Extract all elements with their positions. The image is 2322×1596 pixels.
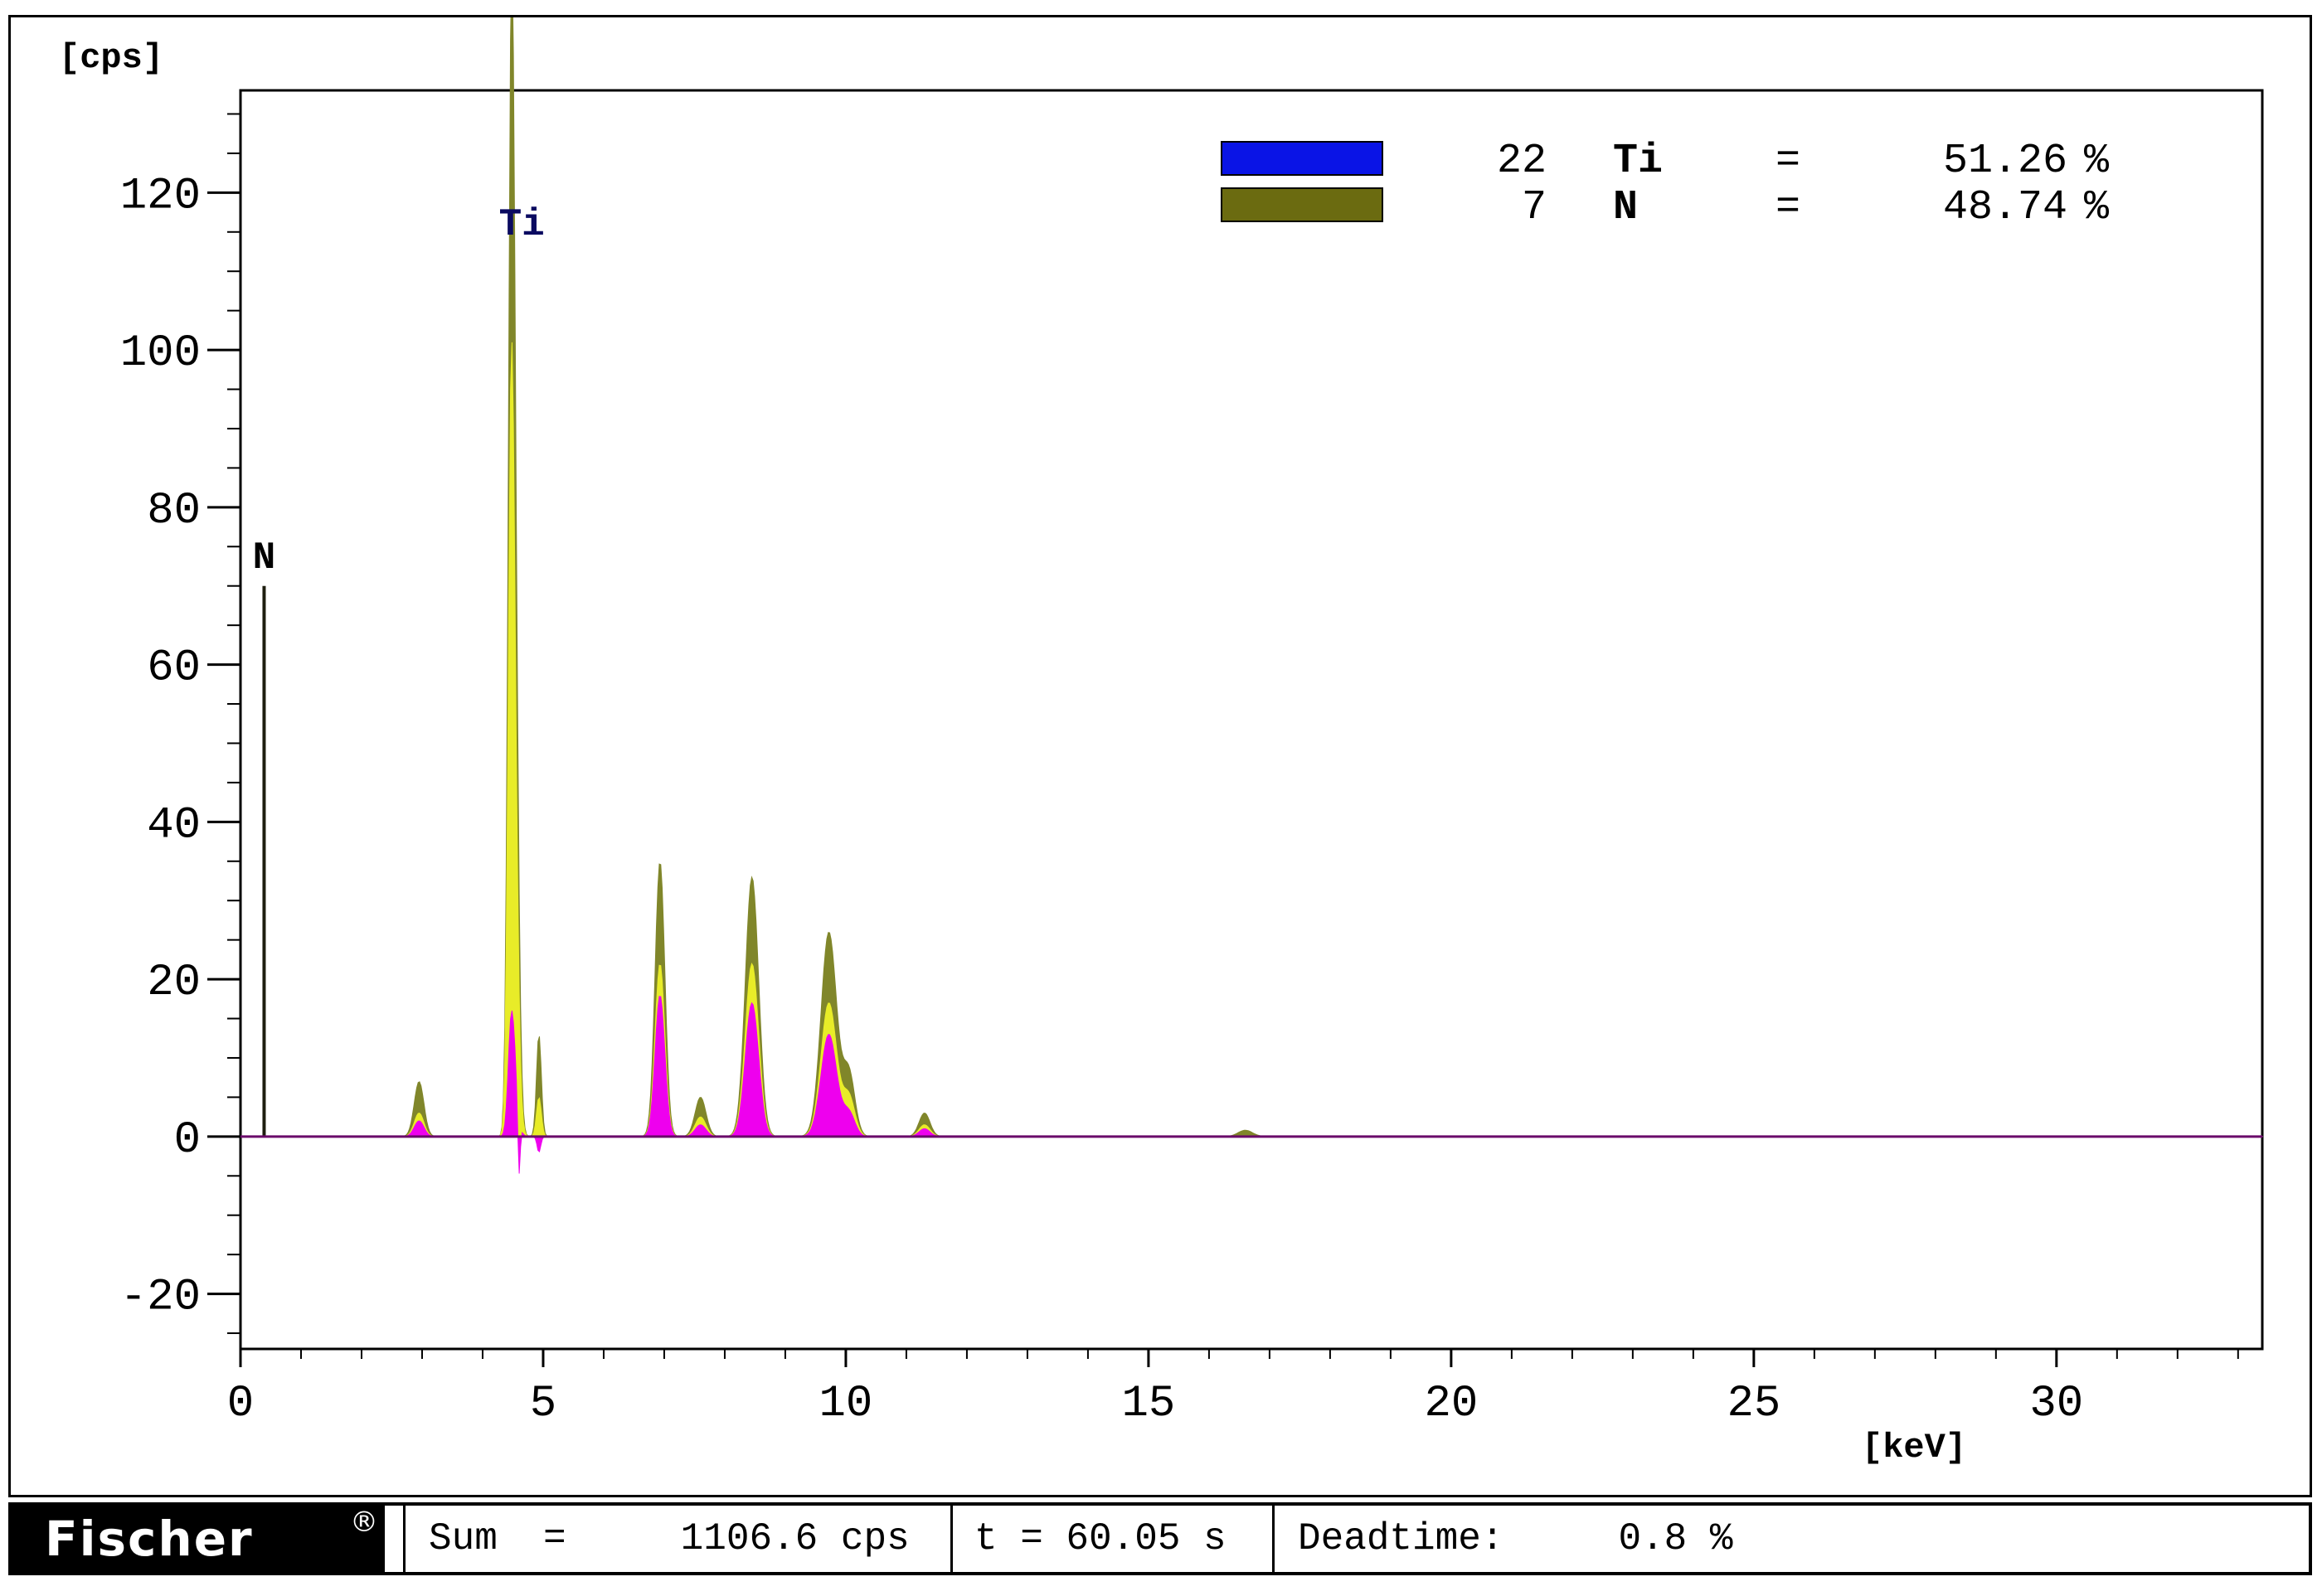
sum-cell: Sum = 1106.6 cps xyxy=(403,1506,950,1572)
y-tick-label: 120 xyxy=(120,171,201,221)
y-tick-label: 80 xyxy=(147,486,201,536)
y-tick-label: -20 xyxy=(120,1273,201,1323)
x-tick-label: 10 xyxy=(819,1379,873,1429)
legend-element-symbol: Ti xyxy=(1613,138,1663,185)
time-readout: t = 60.05 s xyxy=(974,1517,1227,1560)
legend-unit: % xyxy=(2084,184,2110,231)
registered-icon: ® xyxy=(350,1506,378,1539)
legend-equals: = xyxy=(1776,138,1800,185)
x-tick-label: 5 xyxy=(530,1379,556,1429)
x-tick-label: 15 xyxy=(1122,1379,1176,1429)
legend-element-symbol: N xyxy=(1613,184,1638,231)
y-tick-label: 20 xyxy=(147,958,201,1008)
logo-text: Fischer xyxy=(45,1511,254,1567)
status-bar: Fischer ® Sum = 1106.6 cps t = 60.05 s D… xyxy=(8,1502,2312,1575)
legend-swatch-n xyxy=(1221,187,1383,222)
y-tick-label: 0 xyxy=(174,1115,201,1166)
legend-unit: % xyxy=(2084,138,2110,185)
legend-equals: = xyxy=(1776,184,1800,231)
legend-swatch-ti xyxy=(1221,141,1383,176)
peak-label-n: N xyxy=(253,536,276,580)
x-axis-label: [keV] xyxy=(1862,1428,1966,1467)
legend-atomic-number: 22 xyxy=(1497,138,1547,185)
legend-atomic-number: 7 xyxy=(1522,184,1547,231)
chart-frame: [cps] [keV] -20 0 20 40 60 80 100 120 0 5 10 15 20 25… xyxy=(8,15,2312,1497)
deadtime-cell: Deadtime: 0.8 % xyxy=(1272,1506,2309,1572)
x-tick-label: 20 xyxy=(1424,1379,1478,1429)
x-tick-label: 25 xyxy=(1727,1379,1780,1429)
y-tick-label: 40 xyxy=(147,800,201,851)
plot-area xyxy=(239,89,2264,1351)
status-gap xyxy=(385,1506,403,1572)
x-tick-label: 0 xyxy=(227,1379,254,1429)
y-tick-label: 100 xyxy=(120,328,201,379)
y-tick-label: 60 xyxy=(147,643,201,694)
spectrum-chart: [cps] [keV] -20 0 20 40 60 80 100 120 0 5 10 15 20 25… xyxy=(59,17,2264,1467)
x-tick-label: 30 xyxy=(2029,1379,2083,1429)
legend-value: 51.26 xyxy=(1943,138,2067,185)
time-cell: t = 60.05 s xyxy=(950,1506,1272,1572)
fischer-logo: Fischer ® xyxy=(12,1506,385,1572)
deadtime-readout: Deadtime: 0.8 % xyxy=(1298,1517,1733,1560)
y-axis-label: [cps] xyxy=(59,38,163,78)
legend-value: 48.74 xyxy=(1943,184,2067,231)
sum-readout: Sum = 1106.6 cps xyxy=(429,1517,910,1560)
peak-label-ti: Ti xyxy=(499,203,545,246)
